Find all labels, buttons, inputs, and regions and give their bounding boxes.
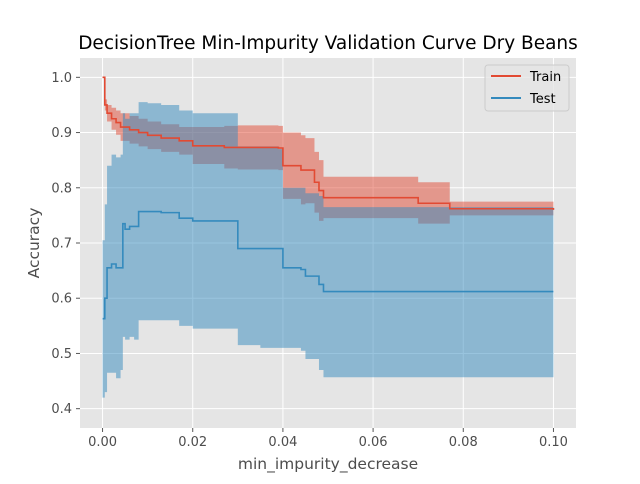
chart-title: DecisionTree Min-Impurity Validation Cur… (78, 33, 578, 54)
y-tick-label: 0.9 (51, 126, 72, 141)
confidence-bands (102, 77, 554, 398)
x-tick-label: 0.04 (268, 435, 297, 450)
x-tick-label: 0.00 (88, 435, 117, 450)
y-tick-label: 0.5 (51, 347, 72, 362)
y-tick-label: 0.8 (51, 181, 72, 196)
y-tick-label: 0.6 (51, 292, 72, 307)
y-tick-label: 0.7 (51, 237, 72, 252)
y-axis-ticks: 0.4 0.5 0.6 0.7 0.8 0.9 1.0 (51, 71, 80, 417)
legend-train-label: Train (529, 70, 561, 85)
x-axis-label: min_impurity_decrease (238, 455, 418, 474)
x-tick-label: 0.02 (178, 435, 207, 450)
x-tick-label: 0.06 (359, 435, 388, 450)
legend-test-label: Test (529, 92, 556, 107)
x-tick-label: 0.08 (449, 435, 478, 450)
y-tick-label: 0.4 (51, 402, 72, 417)
train-mean-line (102, 76, 555, 210)
series-lines (102, 76, 555, 320)
x-tick-label: 0.10 (539, 435, 568, 450)
x-axis-ticks: 0.00 0.02 0.04 0.06 0.08 0.10 (88, 428, 568, 450)
y-axis-label: Accuracy (25, 208, 43, 279)
y-tick-label: 1.0 (51, 71, 72, 86)
test-mean-line (102, 210, 554, 320)
test-std-band (102, 102, 554, 398)
legend: Train Test (484, 64, 570, 112)
train-std-band (102, 77, 554, 224)
